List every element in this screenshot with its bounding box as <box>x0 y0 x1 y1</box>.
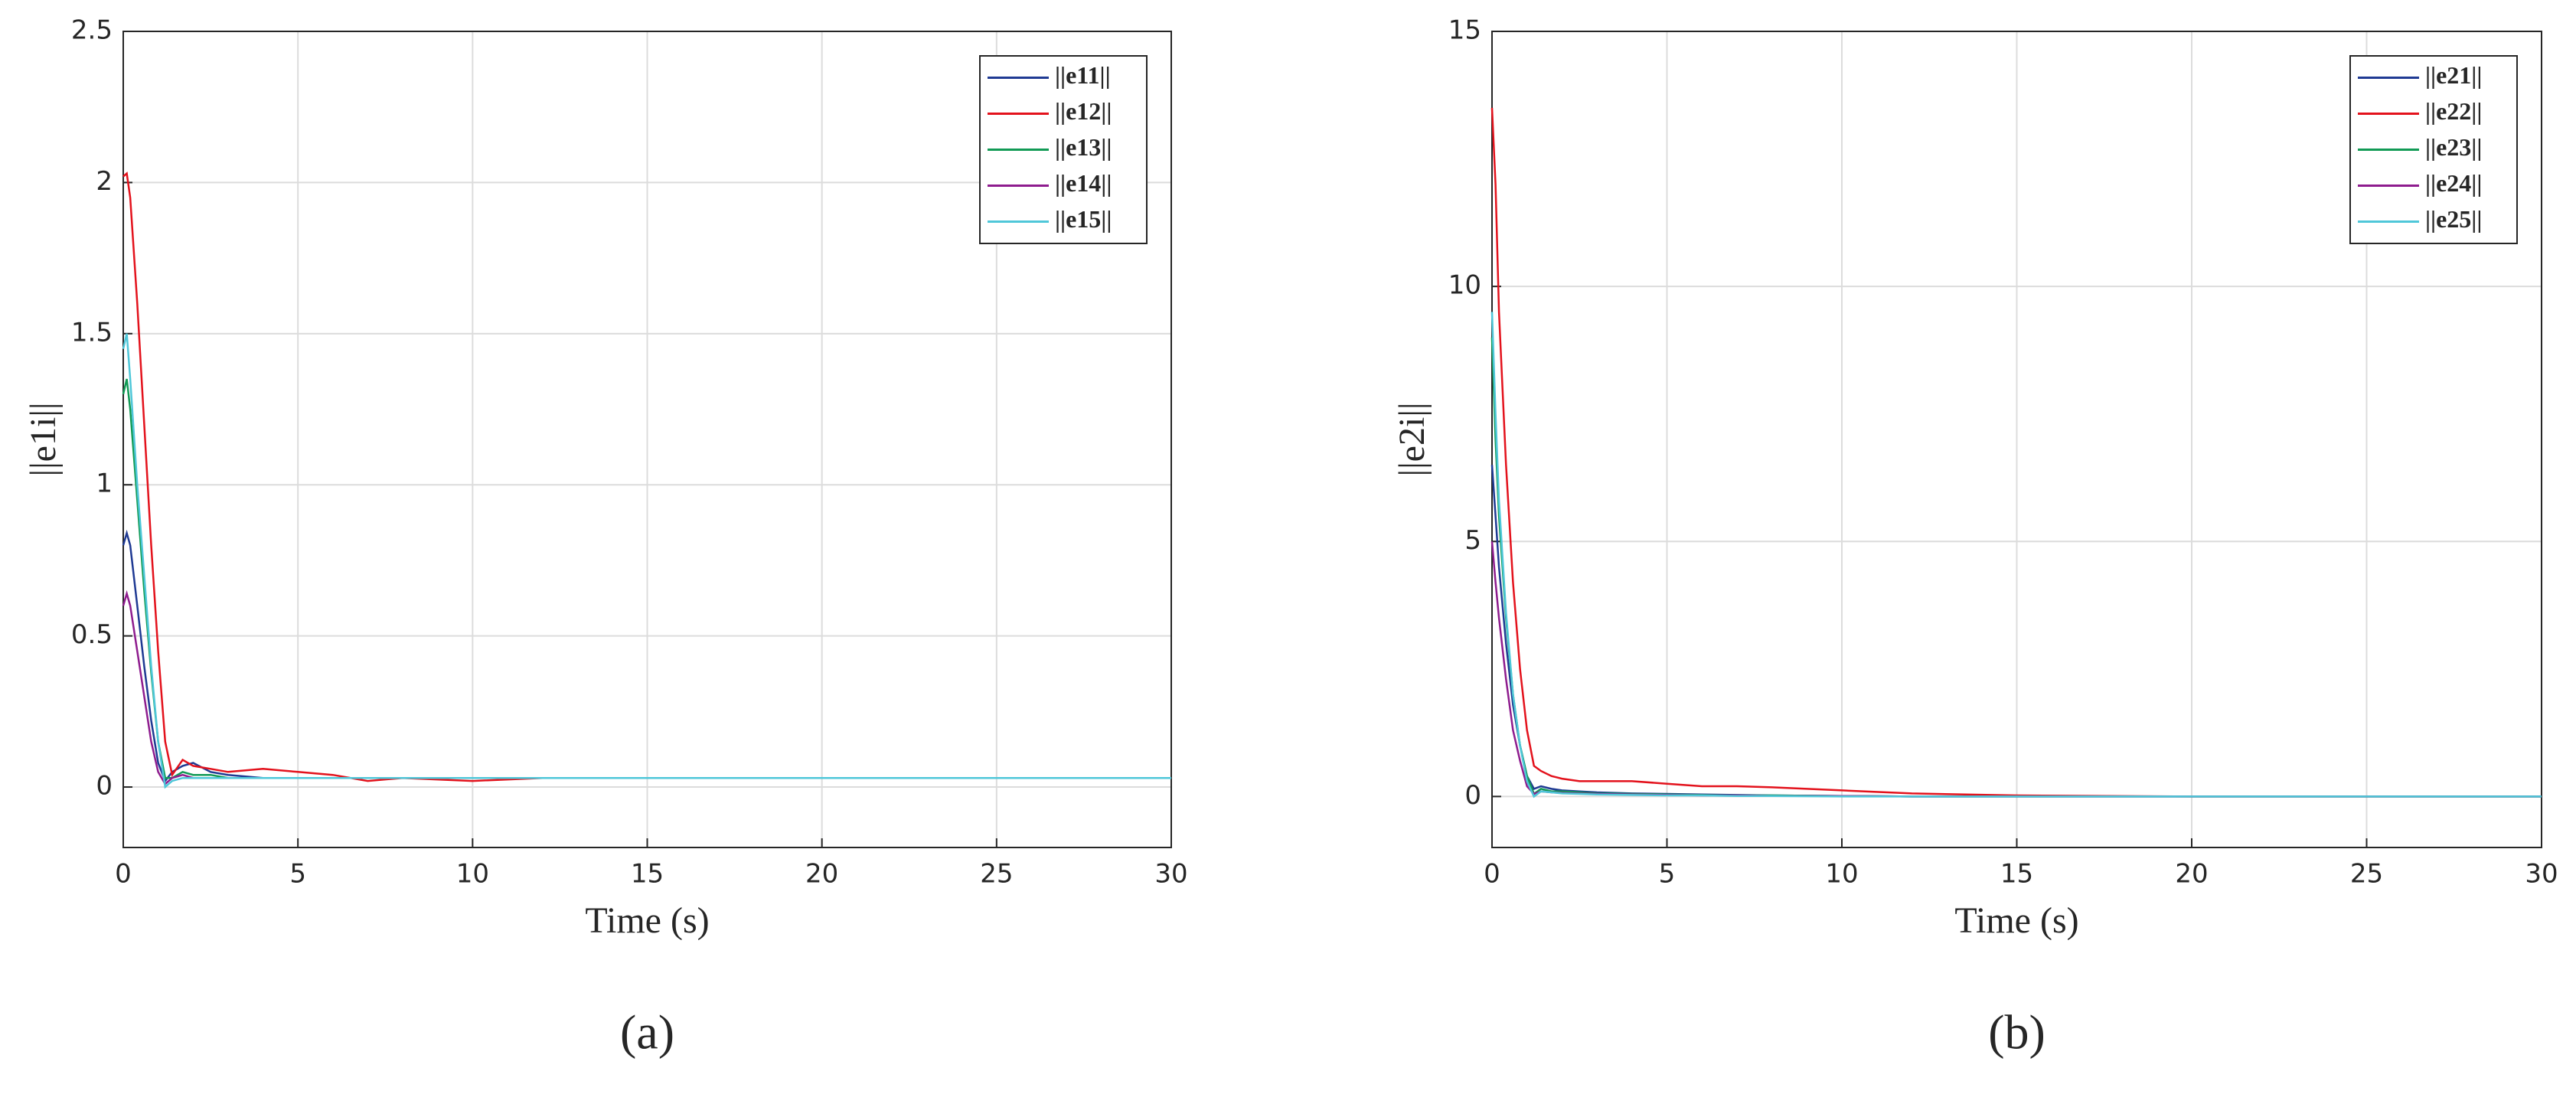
legend-label: ||e11|| <box>1055 61 1111 89</box>
x-tick-label: 5 <box>289 859 306 890</box>
legend-label: ||e25|| <box>2425 205 2482 233</box>
legend-label: ||e23|| <box>2425 133 2482 161</box>
y-axis-label: ||e2i|| <box>1392 402 1432 476</box>
y-tick-label: 2 <box>96 166 113 197</box>
x-tick-label: 30 <box>1154 859 1187 890</box>
x-tick-label: 20 <box>2175 859 2208 890</box>
legend-box <box>979 55 1148 244</box>
data-line <box>1490 312 2542 798</box>
legend-label: ||e14|| <box>1055 169 1112 197</box>
x-axis-label: Time (s) <box>585 900 709 941</box>
x-tick-label: 15 <box>2000 859 2033 890</box>
x-tick-label: 0 <box>115 859 132 890</box>
x-tick-label: 25 <box>2350 859 2383 890</box>
x-tick-label: 20 <box>805 859 838 890</box>
caption: (b) <box>1988 1005 2045 1060</box>
x-tick-label: 0 <box>1484 859 1500 890</box>
caption: (a) <box>620 1005 674 1060</box>
y-tick-label: 1 <box>96 469 113 499</box>
plot-frame <box>122 31 1172 848</box>
y-tick-label: 0.5 <box>71 619 113 650</box>
y-tick-label: 0 <box>1464 780 1481 811</box>
legend-label: ||e22|| <box>2425 97 2482 125</box>
x-axis-label: Time (s) <box>1954 900 2078 941</box>
y-tick-label: 0 <box>96 771 113 802</box>
y-tick-label: 5 <box>1464 525 1481 556</box>
x-tick-label: 10 <box>1825 859 1858 890</box>
y-tick-label: 15 <box>1448 15 1481 46</box>
y-tick-label: 2.5 <box>71 15 113 46</box>
legend-label: ||e13|| <box>1055 133 1112 161</box>
legend-label: ||e21|| <box>2425 61 2482 89</box>
y-tick-label: 10 <box>1448 270 1481 301</box>
plot-frame <box>1491 31 2542 848</box>
legend-label: ||e24|| <box>2425 169 2482 197</box>
x-tick-label: 30 <box>2525 859 2558 890</box>
legend-label: ||e15|| <box>1055 205 1112 233</box>
y-axis-label: ||e1i|| <box>23 402 64 476</box>
x-tick-label: 10 <box>456 859 489 890</box>
x-tick-label: 5 <box>1659 859 1676 890</box>
data-line <box>122 333 1171 789</box>
y-tick-label: 1.5 <box>71 317 113 348</box>
x-tick-label: 15 <box>631 859 664 890</box>
legend-label: ||e12|| <box>1055 97 1112 125</box>
x-tick-label: 25 <box>980 859 1013 890</box>
data-line <box>1490 107 2542 798</box>
